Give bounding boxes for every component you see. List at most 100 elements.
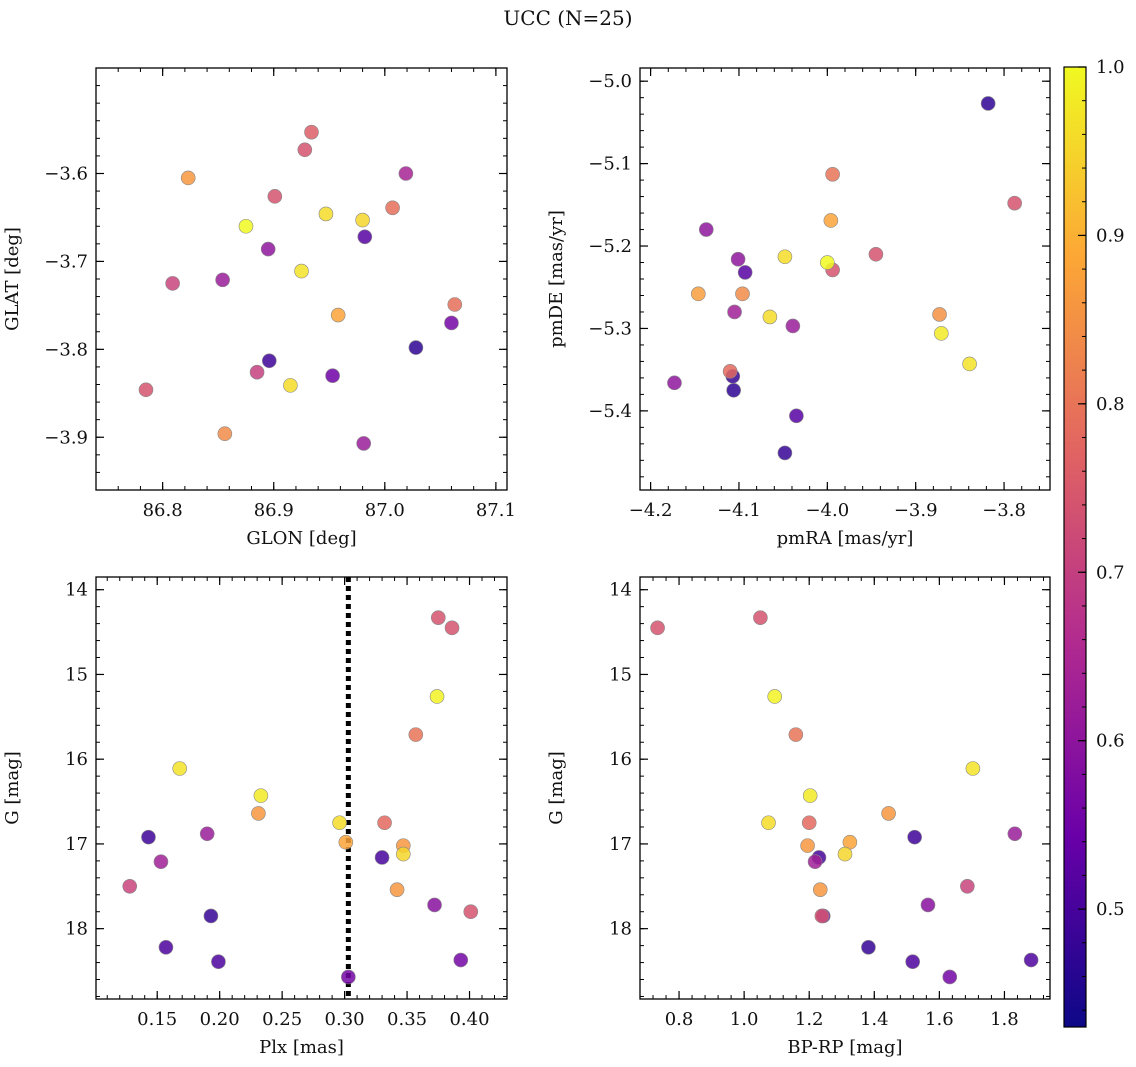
scatter-point (730, 251, 746, 267)
scatter-point (807, 854, 823, 870)
axes-frame (639, 67, 1051, 491)
scatter-point (777, 445, 793, 461)
x-axis-label: pmRA [mas/yr] (777, 528, 914, 549)
scatter-point (211, 954, 226, 970)
scatter-point (837, 846, 853, 862)
scatter-point (812, 882, 828, 897)
scatter-point (158, 940, 174, 955)
scatter-point (698, 222, 714, 237)
x-tick-label: 0.15 (137, 1009, 177, 1030)
colorbar-tick-label: 0.6 (1096, 731, 1125, 752)
y-tick-label: 15 (609, 664, 632, 685)
x-tick-label: 1.6 (925, 1009, 954, 1030)
scatter-point (980, 96, 996, 111)
scatter-point (261, 353, 277, 369)
scatter-point (907, 829, 922, 845)
scatter-panel-4: 0.8 1.0 1.2 1.4 1.6 1.8 14 15 16 17 18 BP-RP [mag] G… (546, 576, 1051, 1058)
scatter-point (726, 382, 741, 398)
scatter-point (777, 249, 793, 265)
scatter-point (463, 904, 479, 920)
scatter-point (172, 761, 187, 776)
scatter-point (341, 969, 356, 985)
x-tick-label: 0.25 (262, 1009, 302, 1030)
y-tick-label: −5.0 (588, 71, 632, 92)
scatter-point (814, 908, 830, 924)
scatter-point (960, 878, 975, 894)
y-tick-label: −5.3 (588, 318, 632, 339)
x-tick-label: 1.2 (795, 1009, 824, 1030)
y-tick-label: 14 (65, 580, 88, 601)
x-tick-label: −4.1 (717, 500, 761, 521)
scatter-point (374, 850, 390, 865)
scatter-point (920, 897, 936, 913)
x-tick-label: −3.9 (894, 500, 938, 521)
colorbar-tick-label: 0.5 (1096, 899, 1125, 920)
scatter-point (396, 846, 411, 862)
scatter-point (1007, 195, 1022, 211)
colorbar-tick-label: 1.0 (1096, 57, 1125, 78)
y-tick-label: −3.6 (44, 164, 88, 185)
scatter-point (767, 689, 783, 704)
scatter-point (253, 788, 269, 803)
x-tick-label: 0.8 (665, 1009, 694, 1030)
x-tick-label: 87.1 (476, 500, 516, 521)
scatter-point (427, 897, 442, 913)
scatter-point (868, 246, 884, 262)
scatter-point (408, 340, 424, 355)
scatter-point (800, 838, 815, 853)
y-tick-label: −3.7 (44, 251, 88, 272)
scatter-panel-2: −4.2 −4.1 −4.0 −3.9 −3.8 −5.4 −5.3 −5.2 −5.1 −5.0… (546, 67, 1051, 549)
scatter-point (249, 364, 265, 380)
scatter-point (238, 218, 254, 234)
colorbar: 0.5 0.6 0.7 0.8 0.9 1.0 (1063, 57, 1125, 1028)
scatter-point (691, 286, 706, 302)
x-tick-label: 87.0 (365, 500, 405, 521)
colorbar-gradient (1063, 66, 1087, 1028)
scatter-point (861, 940, 876, 955)
scatter-point (667, 375, 682, 391)
y-axis-label: G [mag] (546, 751, 567, 824)
scatter-point (932, 307, 947, 322)
scatter-point (260, 241, 276, 257)
scatter-panel-1: 86.8 86.9 87.0 87.1 −3.9 −3.8 −3.7 −3.6 GLON [de… (2, 67, 516, 549)
y-tick-label: 16 (609, 749, 632, 770)
y-tick-label: −3.8 (44, 339, 88, 360)
scatter-point (203, 908, 219, 924)
x-tick-label: 0.30 (325, 1009, 365, 1030)
colorbar-tick-label: 0.9 (1096, 225, 1125, 246)
y-tick-label: −5.1 (588, 154, 632, 175)
scatter-point (453, 952, 469, 968)
scatter-point (408, 727, 424, 742)
scatter-point (802, 788, 818, 803)
figure-title: UCC (N=25) (503, 6, 633, 30)
scatter-point (727, 304, 742, 320)
scatter-point (251, 806, 266, 821)
y-tick-label: 17 (65, 834, 88, 855)
x-tick-label: 86.8 (143, 500, 183, 521)
scatter-point (217, 426, 233, 442)
x-tick-label: −4.2 (629, 500, 673, 521)
y-tick-label: 15 (65, 664, 88, 685)
x-tick-label: 1.8 (990, 1009, 1019, 1030)
x-tick-label: −3.8 (982, 500, 1026, 521)
scatter-point (650, 620, 665, 636)
scatter-point (762, 309, 778, 325)
y-axis-label: pmDE [mas/yr] (546, 210, 567, 348)
scatter-point (141, 829, 156, 845)
scatter-point (430, 610, 446, 625)
scatter-point (942, 969, 958, 985)
y-tick-label: −5.2 (588, 236, 632, 257)
scatter-point (356, 436, 372, 451)
scatter-point (1007, 826, 1023, 842)
y-axis-label: G [mag] (2, 751, 23, 824)
scatter-point (318, 206, 334, 222)
scatter-panels: 86.8 86.9 87.0 87.1 −3.9 −3.8 −3.7 −3.6 GLON [de… (2, 67, 1051, 1058)
y-tick-label: −3.9 (44, 427, 88, 448)
scatter-point (761, 815, 776, 831)
scatter-point (122, 878, 138, 894)
scatter-point (267, 189, 283, 204)
scatter-point (138, 382, 154, 398)
scatter-point (338, 834, 354, 850)
scatter-point (444, 620, 460, 636)
